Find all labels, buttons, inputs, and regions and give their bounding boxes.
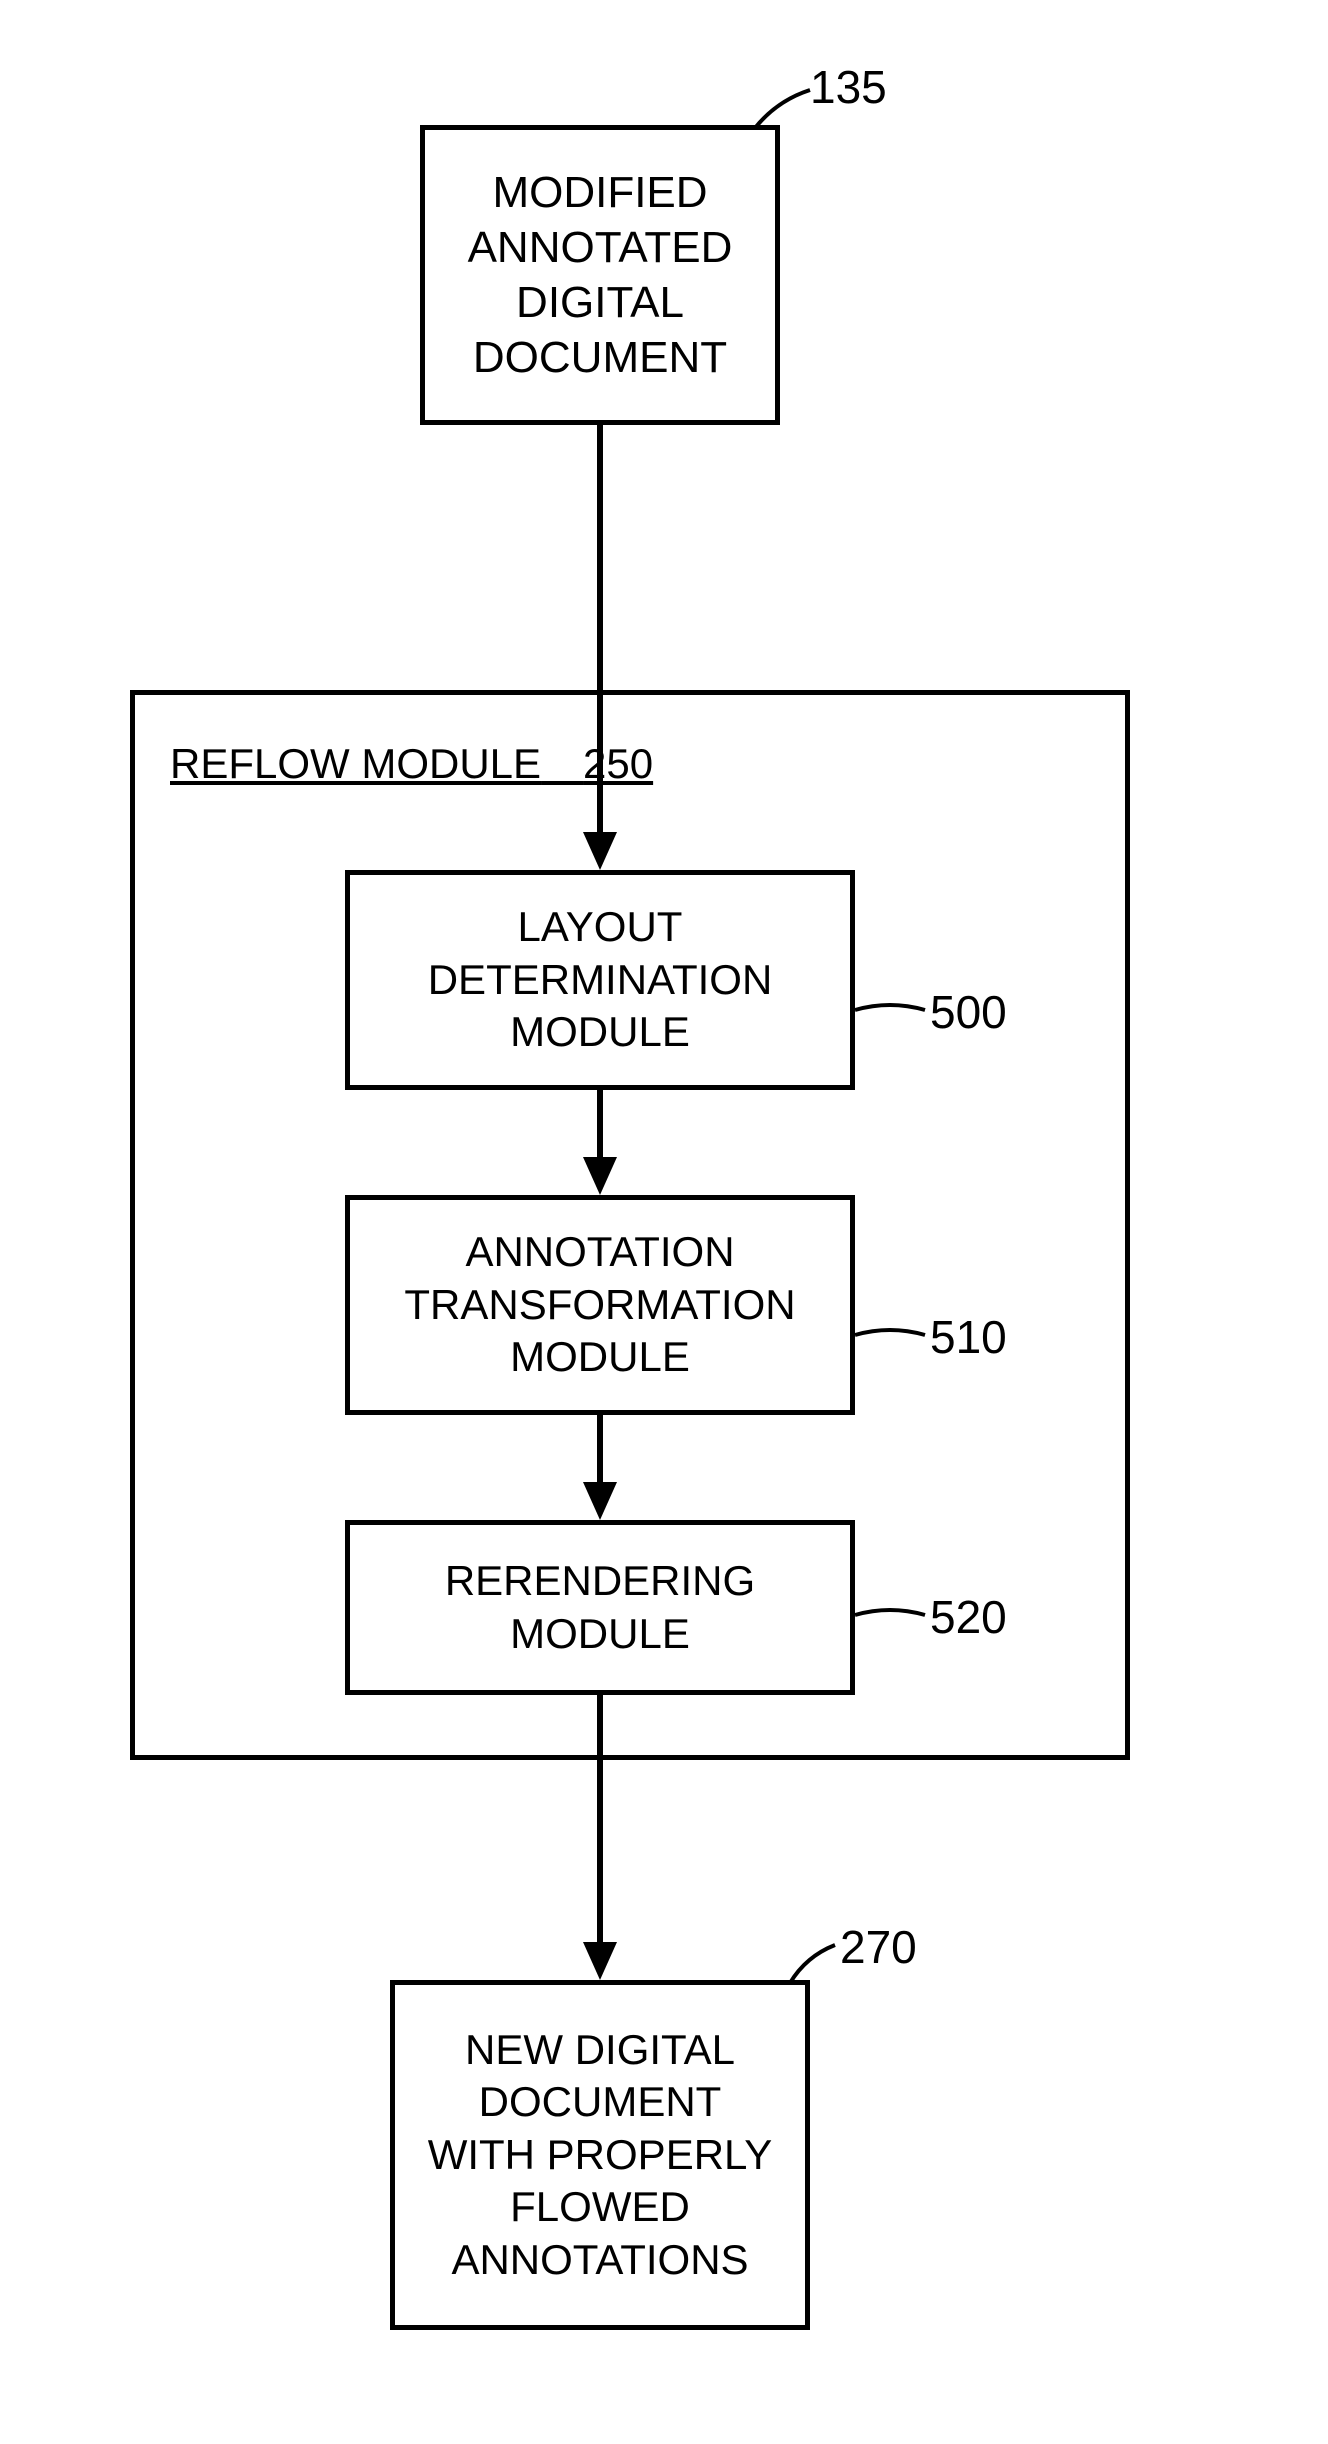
leader-l520 xyxy=(845,1605,935,1625)
leader-l500 xyxy=(845,1000,935,1020)
node-output-label: NEW DIGITALDOCUMENTWITH PROPERLYFLOWEDAN… xyxy=(428,2024,773,2287)
ref-label-270: 270 xyxy=(840,1920,917,1974)
leader-l510 xyxy=(845,1325,935,1345)
arrow-2 xyxy=(581,1415,619,1520)
node-annotation: ANNOTATIONTRANSFORMATIONMODULE xyxy=(345,1195,855,1415)
node-rerender: RERENDERINGMODULE xyxy=(345,1520,855,1695)
node-output: NEW DIGITALDOCUMENTWITH PROPERLYFLOWEDAN… xyxy=(390,1980,810,2330)
node-input: MODIFIEDANNOTATEDDIGITALDOCUMENT xyxy=(420,125,780,425)
ref-label-500: 500 xyxy=(930,985,1007,1039)
diagram-canvas: REFLOW MODULE 250MODIFIEDANNOTATEDDIGITA… xyxy=(0,0,1328,2444)
ref-label-135: 135 xyxy=(810,60,887,114)
node-layout: LAYOUTDETERMINATIONMODULE xyxy=(345,870,855,1090)
module-title-text: REFLOW MODULE xyxy=(170,740,541,787)
ref-label-510: 510 xyxy=(930,1310,1007,1364)
arrow-3 xyxy=(581,1695,619,1980)
arrow-0 xyxy=(581,425,619,870)
ref-label-520: 520 xyxy=(930,1590,1007,1644)
leader-l270 xyxy=(780,1935,845,1993)
node-input-label: MODIFIEDANNOTATEDDIGITALDOCUMENT xyxy=(468,165,733,385)
node-layout-label: LAYOUTDETERMINATIONMODULE xyxy=(428,901,773,1059)
node-annotation-label: ANNOTATIONTRANSFORMATIONMODULE xyxy=(404,1226,795,1384)
arrow-1 xyxy=(581,1090,619,1195)
leader-l135 xyxy=(745,80,820,138)
node-rerender-label: RERENDERINGMODULE xyxy=(445,1555,755,1660)
